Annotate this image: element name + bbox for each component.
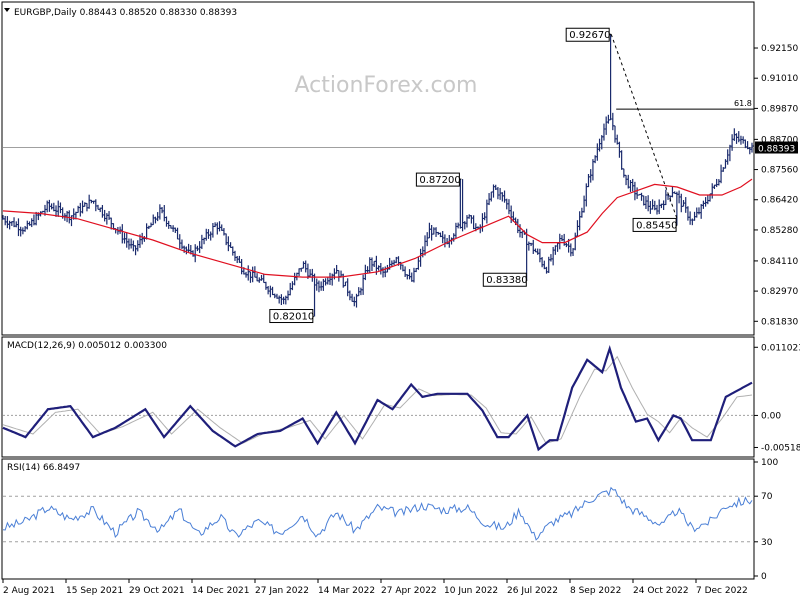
price-panel-frame: [1, 1, 755, 336]
last-price-tag: [755, 141, 798, 154]
rsi-y-tick-label: 70: [761, 492, 773, 502]
rsi-panel-frame: [1, 458, 755, 580]
price-y-tick-label: 0.82970: [761, 287, 798, 297]
x-tick-label: 27 Apr 2022: [381, 586, 437, 596]
price-y-tick-label: 0.86420: [761, 196, 798, 206]
price-annotations-layer: 0.92670 0.87200 0.85450 0.83380 0.82010: [269, 27, 678, 324]
macd-y-tick-label: 0.00: [761, 411, 781, 421]
annotation-label: 0.87200: [419, 175, 460, 186]
x-tick-label: 2 Aug 2021: [3, 586, 55, 596]
price-y-tick-label: 0.89870: [761, 104, 798, 114]
macd-signal-line: [2, 355, 753, 444]
price-y-tick-label: 0.85280: [761, 226, 798, 236]
price-y-tick-label: 0.84110: [761, 257, 798, 267]
moving-average-layer: [2, 178, 753, 278]
x-tick-label: 26 Jul 2022: [507, 586, 558, 596]
fib-level-label: 61.8: [734, 99, 752, 108]
price-y-tick-label: 0.87560: [761, 166, 798, 176]
annotation-box: [482, 272, 527, 287]
annotation-box: [632, 217, 677, 232]
macd-panel-frame: [1, 336, 755, 458]
last-price-label: 0.88393: [758, 145, 795, 155]
price-y-tick-label: 0.81830: [761, 317, 798, 327]
x-tick-label: 27 Jan 2022: [255, 586, 309, 596]
header-dropdown-icon: [4, 8, 10, 12]
price-y-tick-label: 0.88700: [761, 135, 798, 145]
annotation-box: [269, 309, 314, 324]
macd-y-tick-label: -0.005182: [761, 443, 800, 453]
x-tick-label: 24 Oct 2022: [633, 586, 689, 596]
macd-layer: 0.011023 0.00 -0.005182: [2, 343, 800, 453]
annotation-label: 0.82010: [273, 312, 314, 323]
trendline-dashed: [610, 34, 678, 219]
price-y-tick-label: 0.91010: [761, 74, 798, 84]
x-tick-label: 29 Oct 2021: [129, 586, 185, 596]
price-bars-layer: [1, 34, 754, 317]
x-tick-label: 7 Dec 2022: [696, 586, 748, 596]
annotation-label: 0.92670: [569, 30, 610, 41]
annotation-label: 0.83380: [486, 275, 527, 286]
price-y-tick-label: 0.92150: [761, 44, 798, 54]
x-tick-label: 14 Mar 2022: [318, 586, 375, 596]
price-grid-layer: 61.8: [3, 99, 754, 149]
rsi-layer: 100 70 30 0: [2, 458, 778, 582]
rsi-y-tick-label: 100: [761, 458, 778, 468]
rsi-title: RSI(14) 66.8497: [7, 463, 80, 473]
annotation-label: 0.85450: [636, 220, 677, 231]
chart-header-text: EURGBP,Daily 0.88443 0.88520 0.88330 0.8…: [14, 8, 237, 18]
annotation-box: [415, 172, 460, 187]
price-axis-layer: 0.92150 0.91010 0.89870 0.88700 0.87560 0.864…: [754, 44, 798, 327]
macd-main-line: [2, 345, 753, 452]
x-tick-label: 14 Dec 2021: [192, 586, 250, 596]
x-tick-label: 15 Sep 2021: [66, 586, 123, 596]
x-tick-label: 10 Jun 2022: [444, 586, 498, 596]
rsi-y-tick-label: 30: [761, 538, 773, 548]
rsi-y-tick-label: 0: [761, 572, 767, 582]
macd-title: MACD(12,26,9) 0.005012 0.003300: [7, 341, 167, 351]
rsi-line: [2, 486, 753, 541]
moving-average-line: [2, 178, 753, 278]
watermark-text: ActionForex.com: [295, 73, 478, 98]
annotation-box: [565, 27, 610, 42]
macd-y-tick-label: 0.011023: [761, 343, 800, 353]
x-axis-layer: 2 Aug 2021 15 Sep 2021 29 Oct 2021 14 Dec 2…: [2, 579, 748, 596]
x-tick-label: 8 Sep 2022: [570, 586, 621, 596]
